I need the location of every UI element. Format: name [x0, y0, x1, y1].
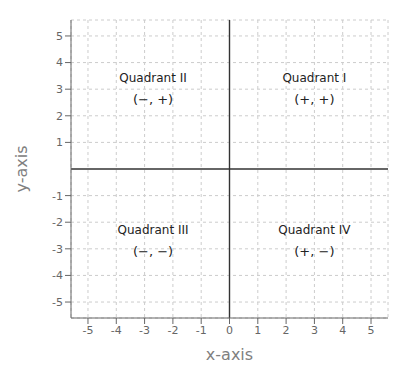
svg-text:-2: -2 — [52, 216, 63, 229]
svg-text:(+, −): (+, −) — [294, 244, 334, 259]
svg-text:Quadrant III: Quadrant III — [118, 223, 189, 237]
svg-text:y-axis: y-axis — [12, 145, 31, 192]
svg-text:-1: -1 — [52, 190, 63, 203]
svg-text:(+, +): (+, +) — [294, 92, 334, 107]
svg-text:5: 5 — [368, 324, 375, 337]
svg-text:1: 1 — [56, 136, 63, 149]
svg-text:-3: -3 — [52, 243, 63, 256]
svg-text:2: 2 — [56, 110, 63, 123]
svg-text:(−, −): (−, −) — [133, 244, 173, 259]
svg-text:-1: -1 — [196, 324, 207, 337]
svg-text:2: 2 — [283, 324, 290, 337]
svg-text:Quadrant II: Quadrant II — [119, 71, 187, 85]
svg-text:-5: -5 — [52, 296, 63, 309]
svg-text:Quadrant IV: Quadrant IV — [278, 223, 351, 237]
svg-text:0: 0 — [226, 324, 233, 337]
svg-text:-4: -4 — [111, 324, 122, 337]
svg-text:-2: -2 — [167, 324, 178, 337]
svg-text:(−, +): (−, +) — [133, 92, 173, 107]
svg-text:Quadrant I: Quadrant I — [282, 71, 346, 85]
svg-text:1: 1 — [254, 324, 261, 337]
svg-text:4: 4 — [339, 324, 346, 337]
svg-text:5: 5 — [56, 30, 63, 43]
svg-text:3: 3 — [56, 83, 63, 96]
svg-text:x-axis: x-axis — [206, 345, 253, 364]
svg-text:-5: -5 — [82, 324, 93, 337]
svg-text:-4: -4 — [52, 269, 63, 282]
svg-text:4: 4 — [56, 56, 63, 69]
svg-text:3: 3 — [311, 324, 318, 337]
svg-text:-3: -3 — [139, 324, 150, 337]
